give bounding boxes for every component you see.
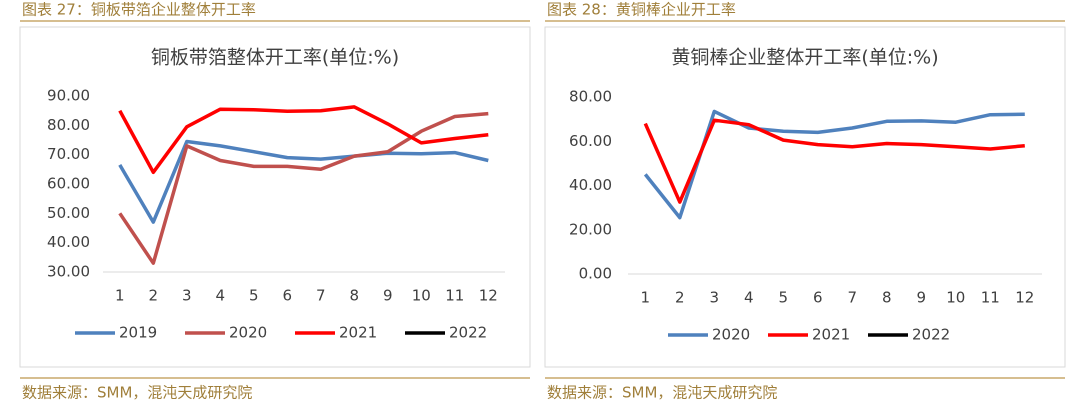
x-tick-label: 8 [882, 289, 892, 307]
x-tick-label: 7 [316, 287, 326, 305]
y-tick-label: 50.00 [47, 204, 90, 222]
y-tick-label: 60.00 [47, 175, 90, 193]
x-tick-label: 4 [744, 289, 754, 307]
x-tick-label: 5 [778, 289, 788, 307]
chart-title: 黄铜棒企业整体开工率(单位:%) [671, 47, 938, 69]
x-tick-label: 12 [1015, 289, 1034, 307]
legend-label: 2020 [712, 326, 750, 344]
source: 数据来源：SMM，混沌天成研究院 [547, 384, 777, 402]
chart-frame [19, 26, 531, 368]
y-tick-label: 20.00 [569, 220, 612, 238]
y-tick-label: 60.00 [569, 132, 612, 150]
y-tick-label: 80.00 [47, 116, 90, 134]
y-tick-label: 80.00 [569, 88, 612, 106]
chart-title: 铜板带箔整体开工率(单位:%) [151, 47, 399, 69]
x-tick-label: 1 [640, 289, 650, 307]
legend-label: 2021 [339, 324, 377, 342]
x-tick-label: 10 [946, 289, 965, 307]
x-tick-label: 9 [916, 289, 926, 307]
x-tick-label: 4 [215, 287, 225, 305]
y-tick-label: 40.00 [47, 233, 90, 251]
series-line [643, 118, 1025, 204]
legend-label: 2022 [449, 324, 487, 342]
series-line [643, 109, 1025, 220]
x-tick-label: 10 [412, 287, 431, 305]
x-tick-label: 6 [282, 287, 292, 305]
source: 数据来源：SMM，混沌天成研究院 [22, 384, 252, 402]
x-tick-label: 2 [148, 287, 158, 305]
caption: 图表 28：黄铜棒企业开工率 [547, 1, 736, 19]
legend-label: 2022 [912, 326, 950, 344]
caption: 图表 27：铜板带箔企业整体开工率 [22, 1, 256, 19]
x-tick-label: 3 [709, 289, 719, 307]
y-tick-label: 70.00 [47, 145, 90, 163]
y-tick-label: 0.00 [579, 265, 612, 283]
y-tick-label: 40.00 [569, 176, 612, 194]
legend-label: 2019 [119, 324, 157, 342]
y-tick-label: 30.00 [47, 263, 90, 281]
x-tick-label: 5 [249, 287, 259, 305]
series-line [118, 139, 489, 224]
x-tick-label: 7 [847, 289, 857, 307]
y-tick-label: 90.00 [47, 87, 90, 105]
x-tick-label: 3 [182, 287, 192, 305]
x-tick-label: 1 [115, 287, 125, 305]
x-tick-label: 11 [445, 287, 464, 305]
x-tick-label: 6 [813, 289, 823, 307]
x-tick-label: 8 [349, 287, 359, 305]
x-tick-label: 12 [479, 287, 498, 305]
legend-label: 2020 [229, 324, 267, 342]
series-line [118, 105, 489, 175]
x-tick-label: 9 [383, 287, 393, 305]
x-tick-label: 11 [981, 289, 1000, 307]
x-tick-label: 2 [675, 289, 685, 307]
series-line [118, 111, 489, 265]
chart-frame [544, 26, 1066, 368]
legend-label: 2021 [812, 326, 850, 344]
